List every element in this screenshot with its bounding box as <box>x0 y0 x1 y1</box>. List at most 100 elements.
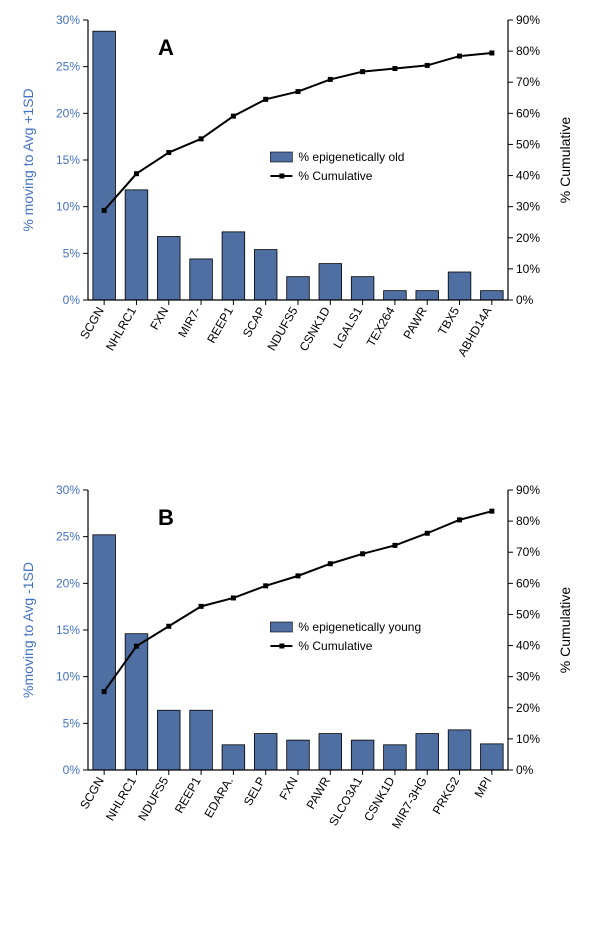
bar <box>287 277 310 300</box>
legend-bar-label: % epigenetically young <box>298 620 421 634</box>
bar <box>351 277 374 300</box>
line-marker <box>199 604 204 609</box>
bar <box>254 250 277 300</box>
line-marker <box>425 531 430 536</box>
bar <box>448 272 471 300</box>
panel-label: B <box>158 505 174 530</box>
x-tick-label: PAWR <box>400 304 430 341</box>
line-marker <box>360 551 365 556</box>
bar <box>448 730 471 770</box>
x-tick-label: MIR7- <box>175 305 203 340</box>
x-tick-label: TEX264 <box>364 304 398 349</box>
cumulative-line <box>104 511 492 691</box>
legend-line-label: % Cumulative <box>298 169 372 183</box>
legend-bar-label: % epigenetically old <box>298 150 404 164</box>
legend-line-label: % Cumulative <box>298 639 372 653</box>
bar <box>351 740 374 770</box>
y2-tick-label: 30% <box>516 200 540 214</box>
y2-tick-label: 70% <box>516 75 540 89</box>
bar <box>125 634 148 770</box>
y1-tick-label: 20% <box>56 106 80 120</box>
line-marker <box>263 97 268 102</box>
bar <box>481 744 504 770</box>
panel-label: A <box>158 35 174 60</box>
y1-tick-label: 0% <box>63 293 81 307</box>
x-tick-label: REEP1 <box>204 304 236 345</box>
legend-line-marker <box>279 174 284 179</box>
y1-tick-label: 5% <box>63 246 81 260</box>
x-tick-label: SCGN <box>77 775 106 812</box>
y1-tick-label: 5% <box>63 716 81 730</box>
bar <box>254 734 277 770</box>
line-marker <box>134 644 139 649</box>
line-marker <box>102 689 107 694</box>
bar <box>287 740 310 770</box>
bar <box>125 190 148 300</box>
x-tick-label: CSNK1D <box>361 774 398 823</box>
x-tick-label: LGALS1 <box>330 304 365 351</box>
line-marker <box>102 208 107 213</box>
line-marker <box>457 517 462 522</box>
x-tick-label: NHLRC1 <box>103 304 139 353</box>
y1-tick-label: 15% <box>56 153 80 167</box>
line-marker <box>457 54 462 59</box>
y2-tick-label: 40% <box>516 639 540 653</box>
y2-tick-label: 0% <box>516 763 534 777</box>
y2-tick-label: 20% <box>516 231 540 245</box>
line-marker <box>263 583 268 588</box>
line-marker <box>392 66 397 71</box>
y2-tick-label: 40% <box>516 169 540 183</box>
y2-tick-label: 50% <box>516 607 540 621</box>
x-tick-label: REEP1 <box>172 774 204 815</box>
x-tick-label: CSNK1D <box>296 304 333 353</box>
x-tick-label: TBX5 <box>435 304 462 337</box>
y2-tick-label: 10% <box>516 732 540 746</box>
x-tick-label: EDARA. <box>202 775 236 821</box>
bar <box>481 291 504 300</box>
line-marker <box>296 89 301 94</box>
bar <box>93 31 116 300</box>
y2-tick-label: 50% <box>516 137 540 151</box>
y1-tick-label: 25% <box>56 60 80 74</box>
y2-tick-label: 90% <box>516 483 540 497</box>
bar <box>222 232 245 300</box>
y2-tick-label: 30% <box>516 670 540 684</box>
y1-tick-label: 0% <box>63 763 81 777</box>
line-marker <box>360 69 365 74</box>
line-marker <box>231 114 236 119</box>
y1-tick-label: 15% <box>56 623 80 637</box>
x-tick-label: SCAP <box>240 305 268 340</box>
y2-tick-label: 60% <box>516 576 540 590</box>
line-marker <box>328 561 333 566</box>
panel-b: 0%5%10%15%20%25%30%0%10%20%30%40%50%60%7… <box>0 470 597 946</box>
x-tick-label: FXN <box>147 305 171 333</box>
x-tick-label: PAWR <box>303 774 333 811</box>
line-marker <box>392 543 397 548</box>
bar <box>319 264 342 300</box>
y1-axis-label: % moving to Avg +1SD <box>20 88 36 231</box>
legend-line-marker <box>279 644 284 649</box>
bar <box>384 291 407 300</box>
y1-tick-label: 10% <box>56 200 80 214</box>
y2-tick-label: 10% <box>516 262 540 276</box>
x-tick-label: NDUFS5 <box>135 774 171 823</box>
y2-tick-label: 60% <box>516 106 540 120</box>
legend-bar-swatch <box>270 152 292 162</box>
line-marker <box>134 171 139 176</box>
y2-tick-label: 80% <box>516 514 540 528</box>
line-marker <box>231 595 236 600</box>
line-marker <box>166 150 171 155</box>
bar <box>416 291 439 300</box>
panel-a: 0%5%10%15%20%25%30%0%10%20%30%40%50%60%7… <box>0 0 597 470</box>
x-tick-label: SELP <box>241 775 268 809</box>
bar <box>222 745 245 770</box>
y1-tick-label: 10% <box>56 670 80 684</box>
bar <box>157 710 180 770</box>
bar <box>416 734 439 770</box>
x-tick-label: FXN <box>276 775 300 803</box>
y2-tick-label: 80% <box>516 44 540 58</box>
y2-axis-label: % Cumulative <box>557 587 573 674</box>
x-tick-label: MPI <box>472 775 495 800</box>
bar <box>157 237 180 300</box>
cumulative-line <box>104 53 492 210</box>
